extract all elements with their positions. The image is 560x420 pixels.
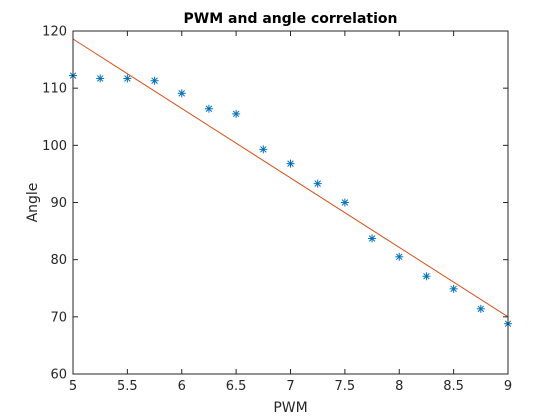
x-tick-label: 9 [504, 379, 512, 394]
x-axis-label: PWM [273, 400, 307, 416]
data-point [204, 104, 213, 113]
data-point-stroke [477, 305, 485, 313]
chart-title: PWM and angle correlation [184, 11, 398, 27]
y-axis-label: Angle [25, 183, 41, 223]
data-point [476, 304, 485, 313]
data-point-stroke [450, 285, 457, 293]
data-layer [69, 38, 512, 328]
y-tick-label: 90 [50, 196, 67, 211]
data-point-stroke [124, 75, 131, 82]
y-tick-label: 80 [50, 253, 67, 268]
data-point [449, 284, 458, 293]
x-tick-label: 5 [69, 379, 77, 394]
x-tick-label: 7 [286, 379, 294, 394]
axes-layer: 5 5.5 6 6.5 7 7.5 8 8.5 9 60 70 80 90 100 110 120 [42, 25, 512, 395]
data-point [123, 74, 132, 83]
data-point [232, 109, 241, 118]
data-point [422, 272, 431, 281]
y-tick-label: 110 [42, 82, 67, 97]
data-point-stroke [205, 105, 213, 113]
y-tick-label: 100 [42, 139, 67, 154]
data-point [259, 145, 268, 154]
x-tick-label: 7.5 [335, 379, 356, 394]
data-point-stroke [368, 235, 376, 242]
data-point-stroke [341, 199, 349, 206]
data-point-stroke [151, 77, 158, 84]
data-point-stroke [178, 90, 186, 97]
data-point [340, 198, 349, 207]
data-point-stroke [395, 253, 403, 261]
fit-line [72, 38, 509, 318]
data-point [96, 74, 105, 83]
x-tick-label: 6 [178, 379, 186, 394]
data-point [313, 179, 322, 188]
plot-area [73, 31, 508, 374]
data-point-stroke [96, 75, 104, 82]
data-point [368, 234, 377, 243]
x-tick-label: 6.5 [226, 379, 247, 394]
data-point [150, 76, 159, 85]
data-point-stroke [260, 146, 267, 153]
data-point [286, 159, 295, 168]
data-point-stroke [287, 160, 294, 167]
data-point-stroke [314, 180, 321, 187]
x-tick-label: 5.5 [117, 379, 138, 394]
x-tick-label: 8 [395, 379, 403, 394]
y-tick-label: 120 [42, 25, 67, 40]
y-tick-label: 70 [50, 310, 67, 325]
data-point-stroke [232, 110, 240, 118]
data-point [395, 252, 404, 261]
y-tick-label: 60 [50, 368, 67, 383]
x-tick-label: 8.5 [443, 379, 464, 394]
data-point [177, 89, 186, 98]
data-point-stroke [423, 272, 430, 280]
